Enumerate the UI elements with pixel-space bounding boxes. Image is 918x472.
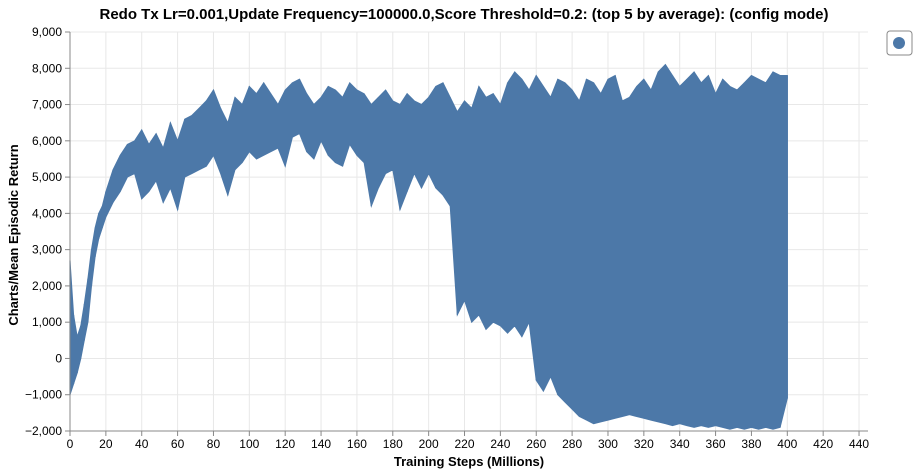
x-tick-label: 340 [670, 437, 690, 451]
x-tick-label: 180 [383, 437, 403, 451]
y-tick-label: 7,000 [32, 98, 62, 112]
chart-title: Redo Tx Lr=0.001,Update Frequency=100000… [100, 6, 829, 23]
y-tick-label: 5,000 [32, 170, 62, 184]
x-tick-label: 440 [849, 437, 869, 451]
x-tick-label: 420 [813, 437, 833, 451]
x-tick-label: 40 [135, 437, 149, 451]
y-axis-ticks: −2,000 −1,000 0 1,000 2,000 3,000 4,000 5,000 6,… [25, 25, 70, 438]
x-tick-label: 100 [239, 437, 259, 451]
axes [69, 32, 868, 432]
series-area [69, 63, 788, 430]
legend[interactable] [886, 30, 913, 56]
x-tick-label: 360 [706, 437, 726, 451]
x-tick-label: 400 [777, 437, 797, 451]
y-tick-label: 0 [55, 351, 62, 365]
x-tick-label: 0 [67, 437, 74, 451]
x-tick-label: 280 [562, 437, 582, 451]
x-tick-label: 200 [419, 437, 439, 451]
x-tick-label: 320 [634, 437, 654, 451]
x-tick-label: 260 [526, 437, 546, 451]
x-tick-label: 20 [99, 437, 113, 451]
x-tick-label: 240 [490, 437, 510, 451]
y-tick-label: −1,000 [25, 388, 62, 402]
y-tick-label: 4,000 [32, 206, 62, 220]
y-tick-label: 3,000 [32, 243, 62, 257]
x-tick-label: 140 [311, 437, 331, 451]
x-tick-label: 160 [347, 437, 367, 451]
y-tick-label: 2,000 [32, 279, 62, 293]
x-axis-ticks: 0 20 40 60 80 100 120 140 160 180 200 220 240 260 280 3… [67, 431, 869, 451]
y-tick-label: 8,000 [32, 61, 62, 75]
x-axis-title: Training Steps (Millions) [394, 454, 544, 469]
y-axis-title: Charts/Mean Episodic Return [6, 144, 21, 325]
y-tick-label: −2,000 [25, 424, 62, 438]
x-tick-label: 60 [171, 437, 185, 451]
y-tick-label: 6,000 [32, 134, 62, 148]
x-tick-label: 300 [598, 437, 618, 451]
y-tick-label: 9,000 [32, 25, 62, 39]
x-tick-label: 380 [741, 437, 761, 451]
y-tick-label: 1,000 [32, 315, 62, 329]
x-tick-label: 80 [207, 437, 221, 451]
legend-symbol [893, 37, 905, 49]
x-tick-label: 220 [455, 437, 475, 451]
x-tick-label: 120 [275, 437, 295, 451]
